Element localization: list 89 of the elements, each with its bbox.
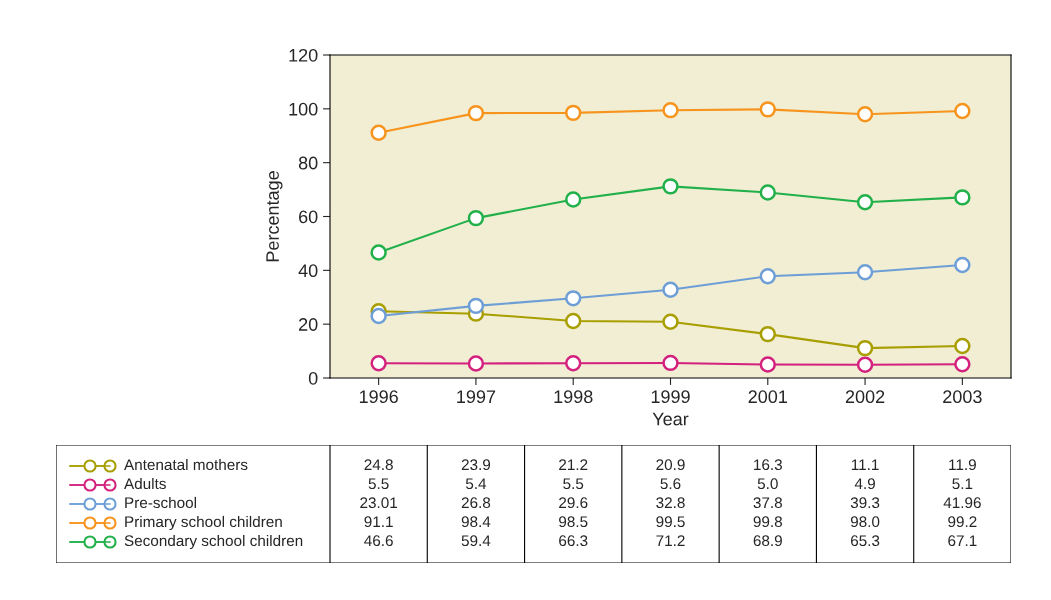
point xyxy=(954,256,971,274)
point xyxy=(370,355,387,372)
data-label: 11.1 xyxy=(851,459,879,470)
data-label: 37.8 xyxy=(753,497,782,509)
point xyxy=(954,102,971,120)
point xyxy=(662,101,679,119)
y-axis-title: Percentage xyxy=(266,171,283,262)
data-label: 5.0 xyxy=(757,478,778,490)
point xyxy=(565,290,582,307)
point xyxy=(954,189,971,206)
point xyxy=(370,307,387,325)
data-label: 16.3 xyxy=(754,459,782,471)
point xyxy=(662,313,679,330)
x-tick-label: 1997 xyxy=(457,390,496,404)
point xyxy=(856,264,874,281)
data-label: 98.0 xyxy=(850,516,880,528)
data-label: 41.96 xyxy=(943,497,981,509)
legend-label: Primary school children xyxy=(125,515,282,531)
point xyxy=(565,355,582,372)
data-label: 98.5 xyxy=(559,516,588,528)
data-label: 46.6 xyxy=(364,535,393,547)
data-label: 32.8 xyxy=(656,497,685,509)
point xyxy=(662,354,679,372)
point xyxy=(467,209,485,227)
data-label: 11.9 xyxy=(949,459,976,471)
x-tick-label: 1998 xyxy=(554,390,593,404)
data-label: 5.5 xyxy=(368,478,389,490)
data-label: 99.5 xyxy=(656,516,685,528)
data-label: 23.9 xyxy=(461,459,491,471)
x-tick-label: 2001 xyxy=(748,390,787,404)
point xyxy=(370,244,387,261)
point xyxy=(370,124,387,141)
legend-label: Pre-school xyxy=(125,496,196,509)
y-tick-label: 120 xyxy=(289,48,318,62)
point xyxy=(759,325,776,343)
data-label: 29.6 xyxy=(559,497,588,509)
point xyxy=(759,184,776,201)
data-label: 20.9 xyxy=(656,459,685,471)
point xyxy=(662,178,679,195)
x-tick-label: 1999 xyxy=(651,390,690,404)
data-label: 5.5 xyxy=(563,478,584,490)
data-label: 39.3 xyxy=(850,497,880,509)
legend-label: Secondary school children xyxy=(124,534,303,550)
point xyxy=(954,356,971,373)
data-label: 71.2 xyxy=(656,535,685,546)
y-tick-label: 60 xyxy=(299,210,318,224)
point xyxy=(759,356,776,373)
data-label: 99.2 xyxy=(948,516,977,528)
point xyxy=(856,106,874,123)
point xyxy=(565,312,582,330)
point xyxy=(565,191,582,208)
point xyxy=(467,355,485,372)
y-tick-label: 80 xyxy=(298,156,318,170)
point xyxy=(759,268,776,285)
x-axis-title: Year xyxy=(652,412,689,426)
y-tick-label: 20 xyxy=(299,318,318,331)
data-label: 91.1 xyxy=(364,516,393,528)
point xyxy=(954,337,971,355)
x-tick-label: 2002 xyxy=(845,390,885,404)
data-label: 26.8 xyxy=(461,497,491,509)
point xyxy=(856,356,874,374)
x-tick-label: 1996 xyxy=(359,390,398,404)
legend-label: Antenatal mothers xyxy=(124,458,248,471)
data-label: 5.4 xyxy=(465,478,487,490)
x-tick-label: 2003 xyxy=(943,390,982,404)
data-label: 65.3 xyxy=(850,535,880,547)
point xyxy=(856,194,874,211)
y-tick-label: 0 xyxy=(308,371,318,385)
data-label: 24.8 xyxy=(364,459,393,471)
data-label: 66.3 xyxy=(559,535,588,547)
point xyxy=(467,297,485,315)
data-label: 67.1 xyxy=(948,535,977,547)
y-tick-label: 40 xyxy=(298,264,318,278)
data-label: 59.4 xyxy=(461,535,491,547)
point xyxy=(467,104,485,122)
data-label: 23.01 xyxy=(360,497,398,509)
data-label: 21.2 xyxy=(559,459,588,470)
data-label: 4.9 xyxy=(854,478,875,490)
legend-label: Adults xyxy=(124,477,166,490)
point xyxy=(759,101,776,118)
y-tick-label: 100 xyxy=(289,102,318,116)
data-label: 5.1 xyxy=(952,478,973,490)
data-label: 99.8 xyxy=(753,516,782,528)
data-label: 98.4 xyxy=(461,516,491,528)
data-label: 5.6 xyxy=(660,478,681,490)
point xyxy=(856,339,874,357)
point xyxy=(662,281,679,298)
point xyxy=(565,104,582,122)
data-label: 68.9 xyxy=(753,535,782,547)
